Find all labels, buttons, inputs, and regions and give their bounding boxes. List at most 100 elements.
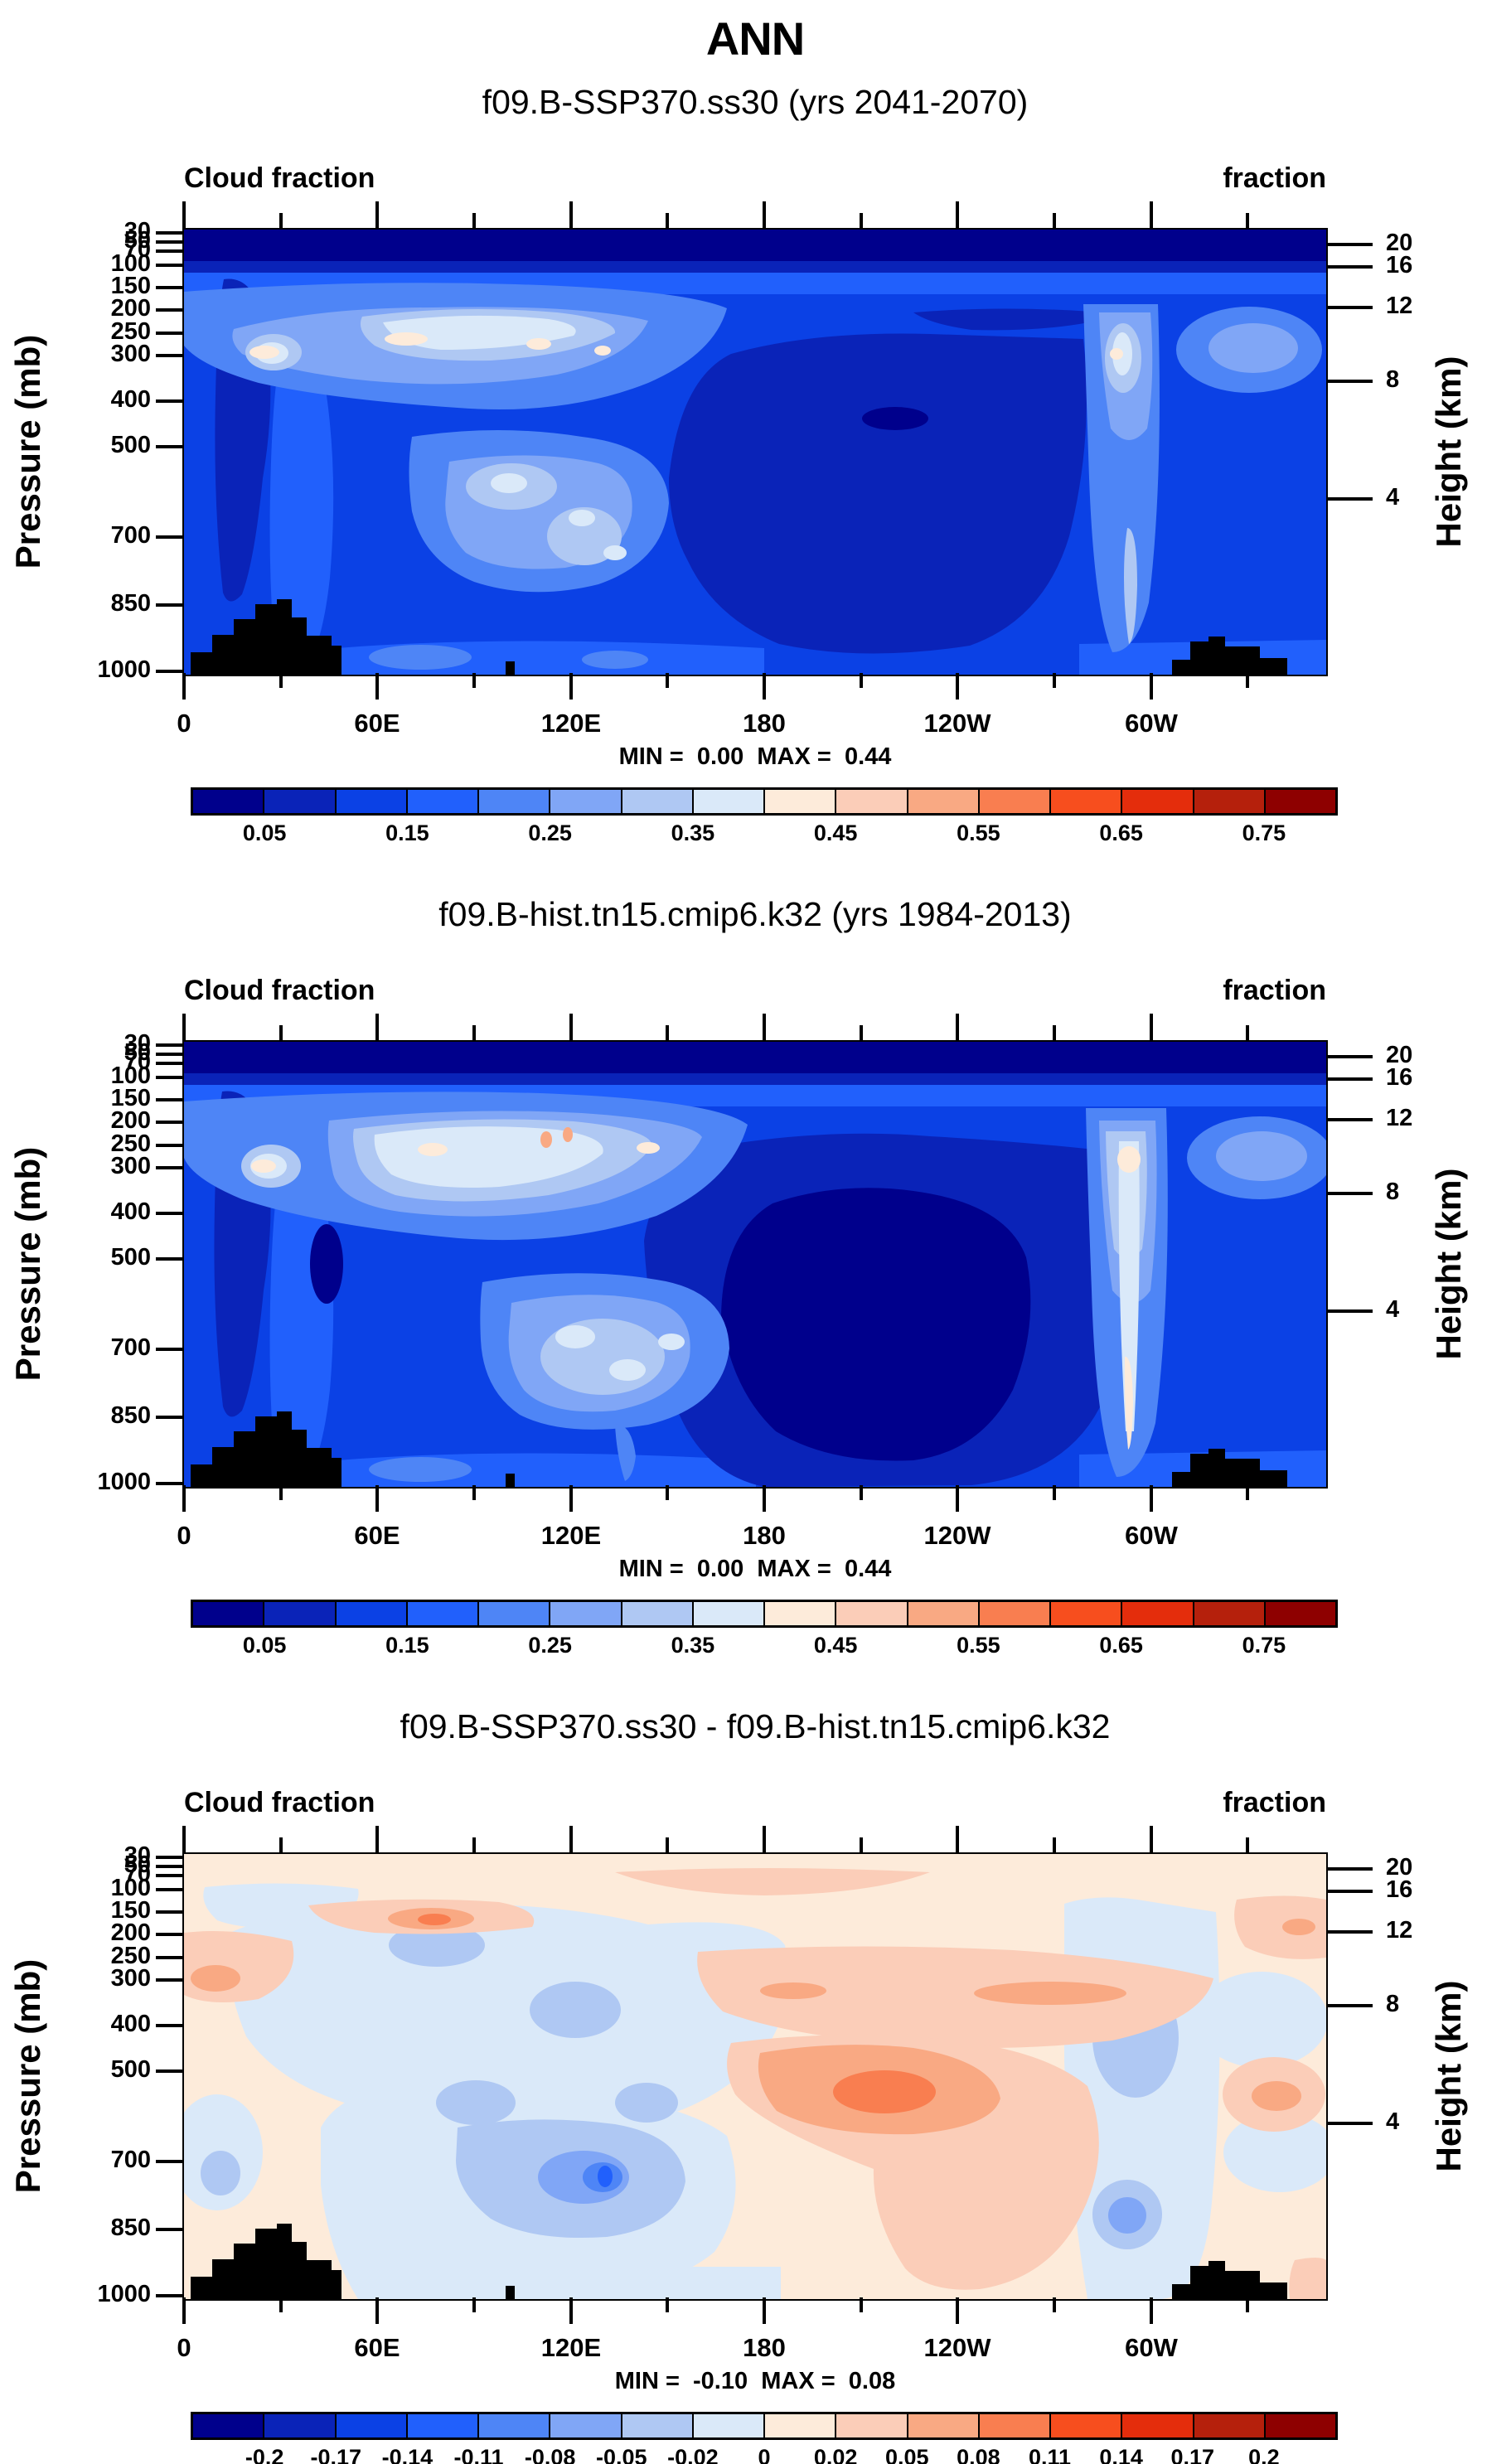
pressure-tick-label: 150 [110,273,151,300]
colorbar-cell [1051,1602,1123,1625]
x-major-tick-top [1150,201,1153,228]
colorbar-cell [407,2414,479,2437]
colorbar-cell [693,1602,765,1625]
colorbar-tick-label: 0.11 [1028,2445,1072,2464]
colorbar-cell [1122,790,1194,813]
x-major-tick-top [1150,1014,1153,1040]
colorbar-tick-label: 0.02 [813,2445,858,2464]
panel-hist: f09.B-hist.tn15.cmip6.k32 (yrs 1984-2013… [0,895,1487,1707]
pressure-tick-label: 70 [124,1048,151,1076]
x-minor-tick-top [1053,1837,1056,1852]
figure-suptitle: ANN [705,12,805,65]
colorbar-tick-label: 0.2 [1248,2445,1280,2464]
x-major-tick-top [569,1014,573,1040]
field-label: Cloud fraction [184,162,375,194]
height-tick [1328,306,1373,309]
pressure-tick-label: 500 [110,2056,151,2084]
pressure-tick [156,2024,184,2027]
pressure-tick [156,535,184,539]
pressure-tick-label: 100 [110,250,151,278]
x-minor-tick-top [279,213,283,228]
height-tick-label: 12 [1386,1105,1413,1132]
colorbar-cell [622,790,694,813]
x-tick-label: 0 [177,709,191,738]
colorbar-tick-label: 0.45 [813,1633,858,1658]
pressure-tick-label: 250 [110,1943,151,1970]
pressure-tick-label: 850 [110,590,151,617]
pressure-tick [156,1910,184,1914]
units-label: fraction [1223,1787,1326,1818]
colorbar-cell [1051,2414,1123,2437]
x-major-tick-top [569,1826,573,1852]
x-minor-tick [279,1485,283,1500]
pressure-tick-label: 500 [110,1244,151,1271]
pressure-tick [156,332,184,335]
pressure-tick [156,240,184,244]
x-minor-tick-top [472,213,476,228]
panel-title: f09.B-SSP370.ss30 (yrs 2041-2070) [482,83,1029,121]
x-minor-tick-top [666,1025,669,1040]
colorbar-cell [622,2414,694,2437]
pressure-axis-title: Pressure (mb) [8,1958,47,2194]
height-tick-label: 8 [1386,366,1400,394]
colorbar-tick-label: 0.65 [1099,821,1143,845]
pressure-tick-label: 30 [124,1030,151,1058]
height-tick-label: 20 [1386,230,1413,257]
pressure-tick [156,264,184,267]
pressure-tick [156,231,184,235]
height-tick [1328,1309,1373,1313]
colorbar-tick-label: 0.75 [1242,821,1286,845]
colorbar-cell [550,2414,622,2437]
x-tick-label: 60E [354,709,400,738]
height-tick-label: 12 [1386,1917,1413,1944]
colorbar-tick-label: 0.55 [957,1633,1000,1658]
pressure-tick [156,1121,184,1124]
height-tick [1328,1930,1373,1934]
height-tick [1328,1867,1373,1871]
pressure-tick [156,603,184,607]
height-tick-label: 8 [1386,1991,1400,2018]
colorbar-cell [550,790,622,813]
pressure-tick-label: 200 [110,1107,151,1135]
pressure-tick [156,1856,184,1859]
x-minor-tick [1246,2297,1249,2312]
height-tick [1328,497,1373,501]
pressure-tick-label: 1000 [97,1469,151,1496]
x-major-tick [375,1485,379,1512]
colorbar [191,787,1338,816]
pressure-tick [156,2228,184,2231]
colorbar-tick-label: 0.15 [385,1633,429,1658]
pressure-tick-label: 850 [110,1402,151,1430]
pressure-tick-label: 400 [110,2011,151,2038]
colorbar-cell [979,1602,1051,1625]
colorbar-tick-label: -0.17 [310,2445,362,2464]
colorbar-cell [908,1602,980,1625]
height-tick [1328,265,1373,269]
pressure-tick [156,286,184,289]
colorbar-cell [836,2414,908,2437]
x-minor-tick [1246,1485,1249,1500]
pressure-tick [156,354,184,357]
colorbar-cell [693,2414,765,2437]
colorbar-tick-label: -0.02 [667,2445,719,2464]
minmax-stats: MIN = 0.00 MAX = 0.44 [618,743,892,770]
colorbar-cell [336,790,408,813]
height-tick-label: 20 [1386,1042,1413,1069]
x-minor-tick-top [666,213,669,228]
x-major-tick [956,1485,959,1512]
height-tick-label: 8 [1386,1179,1400,1206]
height-axis-title: Height (km) [1429,1168,1468,1360]
pressure-tick [156,2069,184,2073]
colorbar-tick-label: 0.08 [957,2445,1000,2464]
x-tick-label: 180 [743,709,786,738]
x-major-tick-top [763,1014,766,1040]
colorbar-cell [1122,1602,1194,1625]
x-major-tick [1150,673,1153,700]
x-major-tick-top [182,201,186,228]
pressure-tick-label: 200 [110,295,151,322]
colorbar-cell [908,2414,980,2437]
colorbar-tick-label: 0.14 [1099,2445,1143,2464]
pressure-tick-label: 100 [110,1063,151,1090]
pressure-tick [156,2160,184,2163]
